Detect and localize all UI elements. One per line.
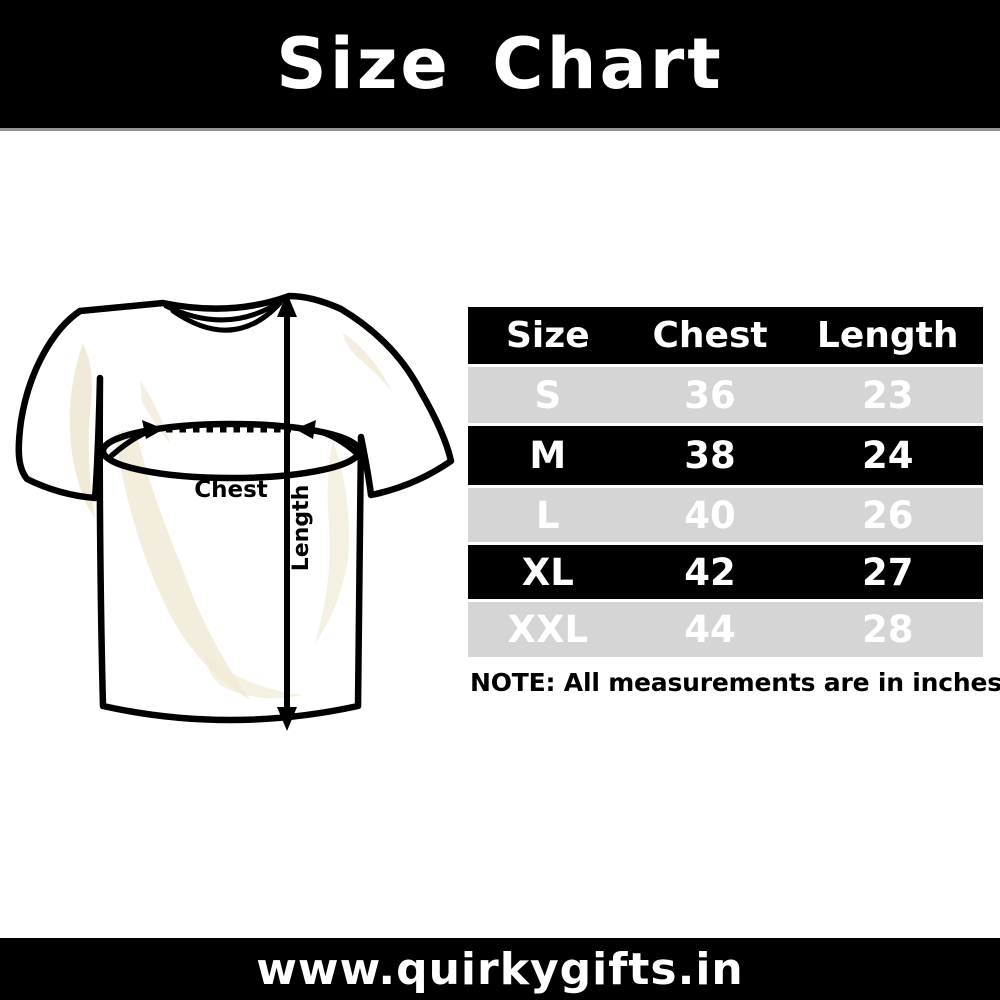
size-table: Size Chest Length S 36 23 M 38 24 L 40 2… [468, 307, 983, 657]
cell-chest: 40 [684, 493, 736, 537]
measurements-note: NOTE: All measurements are in inches [470, 668, 1000, 697]
tshirt-svg: Chest Length [15, 292, 455, 731]
chest-label: Chest [194, 477, 268, 503]
table-row-m: M 38 24 [468, 426, 983, 485]
cell-chest: 44 [684, 608, 736, 651]
cell-length: 27 [861, 550, 914, 594]
table-row-xl: XL 42 27 [468, 545, 983, 599]
footer-bar: www.quirkygifts.in [0, 938, 1000, 1000]
cell-size: L [536, 493, 560, 537]
cell-size: M [529, 434, 567, 477]
chest-dotted-arrow [107, 420, 359, 460]
tshirt-body [18, 296, 452, 720]
table-header-row: Size Chest Length [468, 307, 983, 364]
header-bar: Size Chart [0, 0, 1000, 131]
cell-chest: 36 [684, 373, 736, 417]
cell-chest: 38 [684, 434, 736, 477]
cell-size: S [534, 373, 562, 417]
cell-length: 28 [861, 608, 914, 651]
column-header-chest: Chest [652, 315, 768, 356]
tshirt-illustration: Chest Length [15, 285, 465, 745]
table-row-xxl: XXL 44 28 [468, 602, 983, 657]
table-row-s: S 36 23 [468, 367, 983, 423]
cell-length: 23 [861, 373, 914, 417]
chest-ellipse [99, 420, 363, 482]
column-header-length: Length [816, 315, 959, 356]
table-row-l: L 40 26 [468, 488, 983, 542]
page-title: Size Chart [276, 23, 724, 105]
cell-size: XL [521, 550, 574, 594]
length-label: Length [289, 485, 314, 572]
fabric-shading [69, 333, 393, 700]
cell-length: 24 [861, 434, 914, 477]
column-header-size: Size [506, 315, 590, 356]
length-arrow [277, 293, 297, 731]
cell-length: 26 [861, 493, 914, 537]
cell-size: XXL [507, 608, 589, 651]
collar-band [163, 296, 287, 333]
website-text: www.quirkygifts.in [256, 943, 744, 995]
cell-chest: 42 [684, 550, 736, 594]
